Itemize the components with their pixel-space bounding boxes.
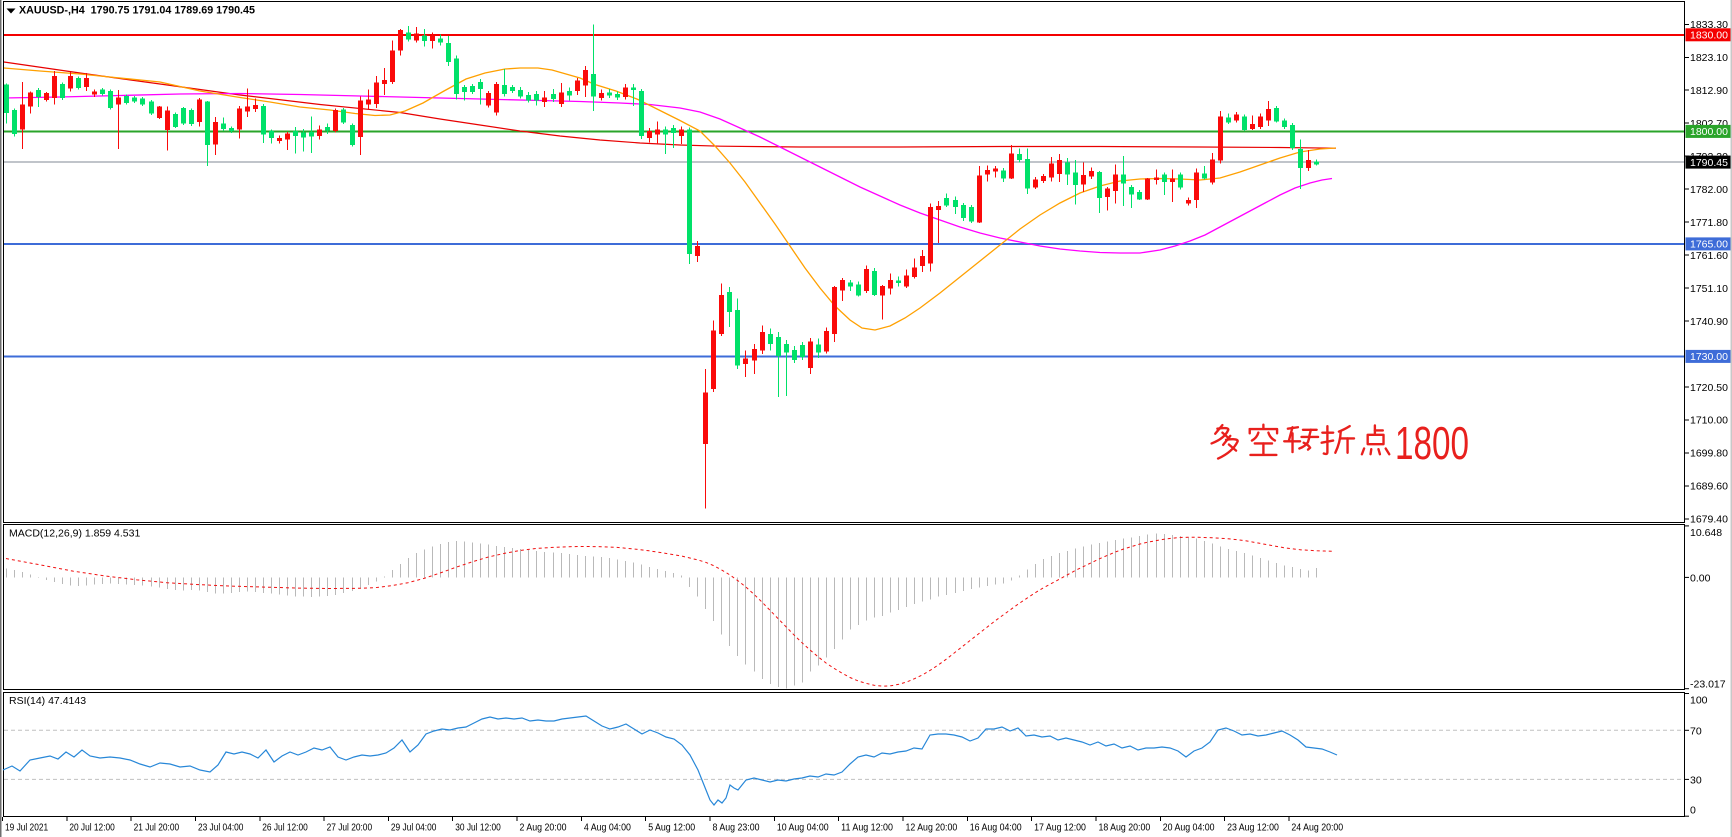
svg-text:16 Aug 04:00: 16 Aug 04:00 — [970, 823, 1022, 834]
svg-text:1699.80: 1699.80 — [1690, 448, 1728, 460]
svg-text:1830.00: 1830.00 — [1690, 30, 1728, 42]
svg-text:17 Aug 12:00: 17 Aug 12:00 — [1034, 823, 1086, 834]
svg-text:23 Aug 12:00: 23 Aug 12:00 — [1227, 823, 1279, 834]
svg-text:11 Aug 12:00: 11 Aug 12:00 — [841, 823, 893, 834]
svg-text:24 Aug 20:00: 24 Aug 20:00 — [1291, 823, 1343, 834]
svg-text:12 Aug 20:00: 12 Aug 20:00 — [905, 823, 957, 834]
svg-text:100: 100 — [1690, 695, 1708, 707]
svg-text:21 Jul 20:00: 21 Jul 20:00 — [134, 823, 180, 834]
svg-text:23 Jul 04:00: 23 Jul 04:00 — [198, 823, 244, 834]
svg-text:18 Aug 20:00: 18 Aug 20:00 — [1098, 823, 1150, 834]
svg-text:30: 30 — [1690, 774, 1702, 786]
svg-text:10.648: 10.648 — [1690, 527, 1722, 539]
svg-text:1800: 1800 — [1395, 417, 1469, 469]
svg-text:1751.10: 1751.10 — [1690, 283, 1728, 295]
svg-text:1812.90: 1812.90 — [1690, 85, 1728, 97]
svg-text:1765.00: 1765.00 — [1690, 239, 1728, 251]
svg-text:19 Jul 2021: 19 Jul 2021 — [5, 823, 48, 834]
svg-text:20 Jul 12:00: 20 Jul 12:00 — [69, 823, 115, 834]
svg-text:1790.45: 1790.45 — [1690, 157, 1728, 169]
svg-text:1823.10: 1823.10 — [1690, 52, 1728, 64]
svg-text:70: 70 — [1690, 725, 1702, 737]
svg-text:MACD(12,26,9) 1.859 4.531: MACD(12,26,9) 1.859 4.531 — [9, 528, 140, 540]
svg-text:1833.30: 1833.30 — [1690, 19, 1728, 31]
svg-text:4 Aug 04:00: 4 Aug 04:00 — [584, 823, 631, 834]
svg-text:2 Aug 20:00: 2 Aug 20:00 — [520, 823, 567, 834]
svg-text:5 Aug 12:00: 5 Aug 12:00 — [648, 823, 695, 834]
svg-text:1730.00: 1730.00 — [1690, 351, 1728, 363]
svg-text:20 Aug 04:00: 20 Aug 04:00 — [1163, 823, 1215, 834]
svg-text:0.00: 0.00 — [1690, 572, 1711, 584]
svg-text:1689.60: 1689.60 — [1690, 481, 1728, 493]
svg-text:1679.40: 1679.40 — [1690, 514, 1728, 526]
svg-text:XAUUSD-,H4 1790.75 1791.04 17: XAUUSD-,H4 1790.75 1791.04 1789.69 1790.… — [19, 5, 255, 17]
svg-text:RSI(14) 47.4143: RSI(14) 47.4143 — [9, 695, 86, 707]
svg-text:0: 0 — [1690, 805, 1696, 817]
svg-text:1710.00: 1710.00 — [1690, 415, 1728, 427]
svg-text:-23.017: -23.017 — [1690, 678, 1726, 690]
svg-text:29 Jul 04:00: 29 Jul 04:00 — [391, 823, 437, 834]
svg-text:30 Jul 12:00: 30 Jul 12:00 — [455, 823, 501, 834]
svg-text:1761.60: 1761.60 — [1690, 250, 1728, 262]
svg-text:10 Aug 04:00: 10 Aug 04:00 — [777, 823, 829, 834]
svg-text:1740.90: 1740.90 — [1690, 316, 1728, 328]
svg-text:1771.80: 1771.80 — [1690, 217, 1728, 229]
svg-text:1782.00: 1782.00 — [1690, 184, 1728, 196]
svg-text:26 Jul 12:00: 26 Jul 12:00 — [262, 823, 308, 834]
svg-text:27 Jul 20:00: 27 Jul 20:00 — [327, 823, 373, 834]
svg-text:8 Aug 23:00: 8 Aug 23:00 — [713, 823, 760, 834]
svg-text:1720.50: 1720.50 — [1690, 382, 1728, 394]
svg-text:1800.00: 1800.00 — [1690, 126, 1728, 138]
